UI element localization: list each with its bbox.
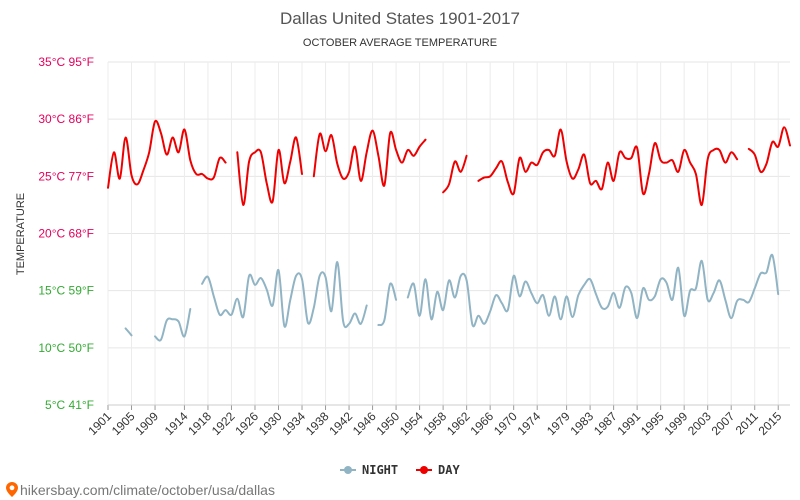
x-tick-label: 1983 xyxy=(567,409,596,438)
series-line-segment xyxy=(747,126,791,174)
series-line-segment xyxy=(406,253,780,328)
x-tick-label: 1979 xyxy=(544,409,573,438)
x-tick-label: 1942 xyxy=(326,409,355,438)
legend-night-label: NIGHT xyxy=(362,463,398,477)
y-tick-label: 25°C 77°F xyxy=(38,169,94,183)
source-url[interactable]: hikersbay.com/climate/october/usa/dallas xyxy=(20,482,275,498)
gridlines xyxy=(107,61,790,406)
y-axis-ticks: 35°C 95°F 30°C 86°F 25°C 77°F 20°C 68°F 15°C… xyxy=(38,55,94,412)
series-line-segment xyxy=(107,119,227,189)
x-tick-label: 1995 xyxy=(638,409,667,438)
x-tick-label: 1922 xyxy=(209,409,238,438)
x-tick-label: 1946 xyxy=(350,409,379,438)
y-tick-label: 20°C 68°F xyxy=(38,227,94,241)
legend-day-marker xyxy=(420,466,428,474)
series-day xyxy=(107,119,791,206)
y-tick-label: 30°C 86°F xyxy=(38,112,94,126)
series-line-segment xyxy=(124,327,133,337)
series-line-segment xyxy=(154,308,192,342)
x-tick-label: 1974 xyxy=(515,409,544,438)
x-tick-label: 2003 xyxy=(685,409,714,438)
x-tick-label: 1901 xyxy=(85,409,114,438)
legend-day-label: DAY xyxy=(438,463,460,477)
x-tick-label: 1999 xyxy=(662,409,691,438)
y-tick-label: 5°C 41°F xyxy=(45,398,94,412)
series-night xyxy=(124,253,780,342)
series-line-segment xyxy=(236,136,303,206)
series-line-segment xyxy=(377,282,398,327)
x-tick-label: 2015 xyxy=(756,409,785,438)
y-axis-label: TEMPERATURE xyxy=(15,193,27,275)
series-line-segment xyxy=(477,128,739,206)
y-tick-label: 10°C 50°F xyxy=(38,341,94,355)
legend-item-night[interactable]: NIGHT xyxy=(340,463,398,477)
legend-item-day[interactable]: DAY xyxy=(416,463,460,477)
x-tick-label: 1909 xyxy=(132,409,161,438)
x-tick-label: 1905 xyxy=(109,409,138,438)
x-tick-label: 1930 xyxy=(256,409,285,438)
source-link[interactable]: hikersbay.com/climate/october/usa/dallas xyxy=(6,482,275,498)
x-tick-label: 1926 xyxy=(232,409,261,438)
chart-title: Dallas United States 1901-2017 xyxy=(280,9,520,28)
x-tick-label: 1938 xyxy=(303,409,332,438)
map-pin-icon xyxy=(6,482,18,497)
x-tick-label: 2007 xyxy=(709,409,738,438)
x-tick-label: 1934 xyxy=(279,409,308,438)
x-tick-label: 1962 xyxy=(444,409,473,438)
y-tick-label: 35°C 95°F xyxy=(38,55,94,69)
x-tick-label: 1966 xyxy=(467,409,496,438)
x-tick-label: 2011 xyxy=(733,409,761,437)
x-tick-label: 1954 xyxy=(397,409,426,438)
x-tick-label: 1918 xyxy=(185,409,214,438)
series-line-segment xyxy=(201,261,368,329)
y-tick-label: 15°C 59°F xyxy=(38,284,94,298)
series-line-segment xyxy=(312,129,427,187)
x-tick-label: 1970 xyxy=(491,409,520,438)
chart-subtitle: OCTOBER AVERAGE TEMPERATURE xyxy=(303,37,497,49)
legend[interactable]: NIGHT DAY xyxy=(340,463,460,477)
x-tick-label: 1991 xyxy=(614,409,643,438)
x-tick-label: 1950 xyxy=(373,409,402,438)
x-tick-label: 1914 xyxy=(162,409,191,438)
series-lines xyxy=(107,119,791,342)
legend-night-marker xyxy=(344,466,352,474)
series-line-segment xyxy=(442,154,468,194)
x-tick-label: 1958 xyxy=(420,409,449,438)
x-tick-label: 1987 xyxy=(591,409,620,438)
